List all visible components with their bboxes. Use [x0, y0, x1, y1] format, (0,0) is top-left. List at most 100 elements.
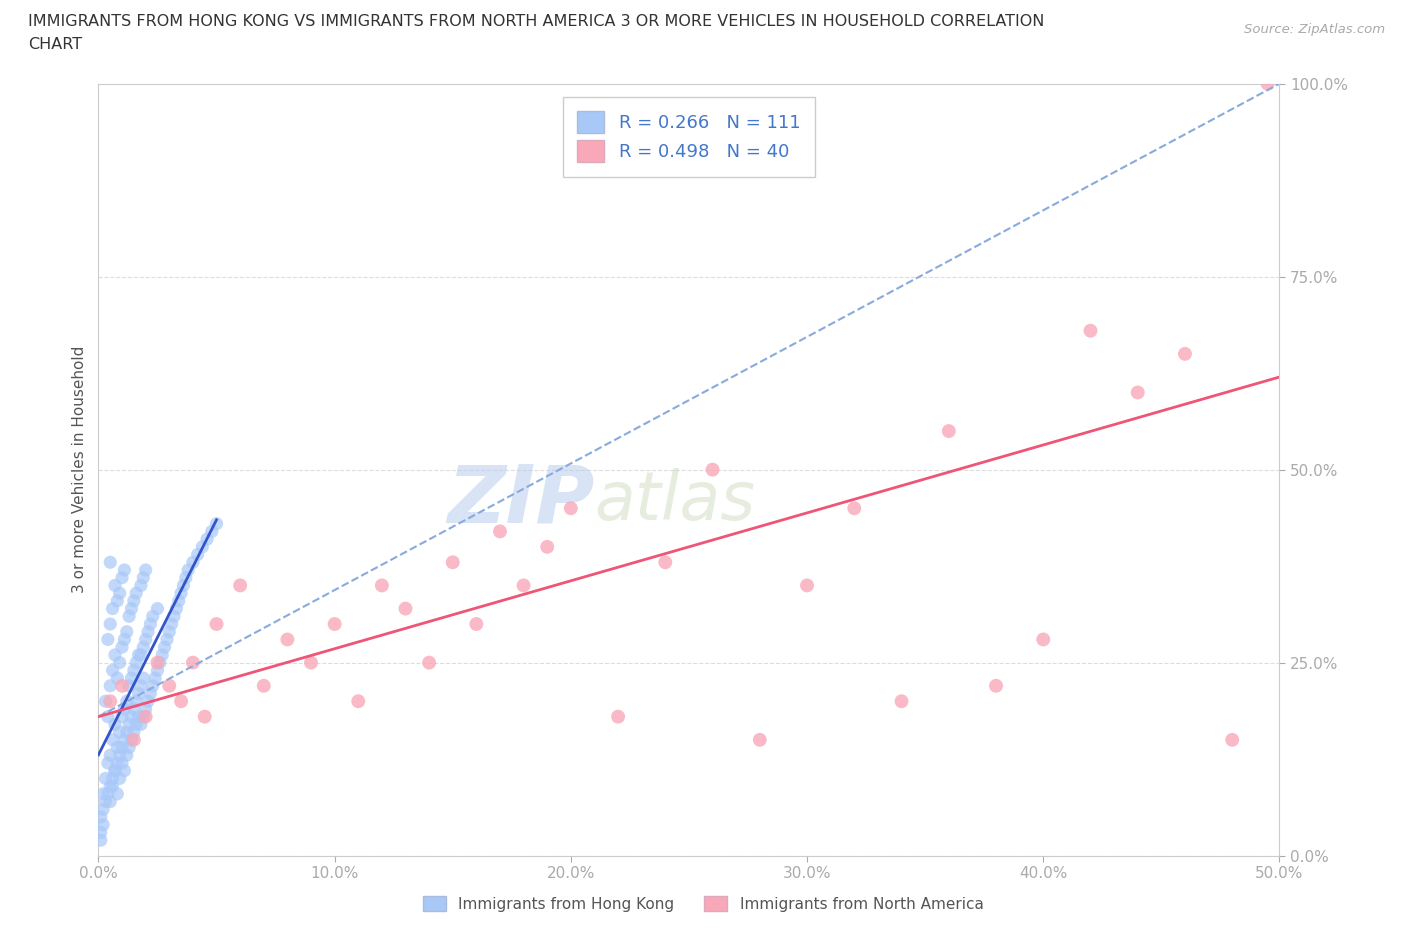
- Point: [1080, 324, 1102, 339]
- Point: [98, 555, 121, 570]
- Point: [170, 586, 193, 601]
- Point: [205, 617, 228, 631]
- Point: [938, 424, 960, 439]
- Point: [101, 771, 124, 786]
- Point: [191, 539, 214, 554]
- Point: [149, 656, 172, 671]
- Point: [104, 647, 127, 662]
- Point: [112, 632, 135, 647]
- Point: [163, 609, 186, 624]
- Point: [135, 710, 157, 724]
- Point: [167, 593, 190, 608]
- Point: [844, 500, 866, 515]
- Point: [98, 678, 121, 693]
- Point: [122, 733, 145, 748]
- Point: [371, 578, 394, 593]
- Point: [125, 656, 148, 671]
- Point: [112, 733, 135, 748]
- Point: [135, 563, 157, 578]
- Point: [98, 748, 121, 763]
- Point: [108, 656, 131, 671]
- Point: [101, 663, 124, 678]
- Point: [181, 555, 204, 570]
- Point: [105, 593, 128, 608]
- Point: [104, 764, 127, 778]
- Point: [118, 740, 141, 755]
- Point: [181, 656, 204, 671]
- Point: [128, 710, 150, 724]
- Point: [111, 740, 134, 755]
- Point: [796, 578, 818, 593]
- Point: [441, 555, 464, 570]
- Point: [984, 678, 1007, 693]
- Text: Source: ZipAtlas.com: Source: ZipAtlas.com: [1244, 23, 1385, 36]
- Point: [165, 601, 187, 616]
- Point: [101, 601, 124, 616]
- Point: [108, 748, 131, 763]
- Point: [153, 640, 176, 655]
- Point: [347, 694, 370, 709]
- Point: [94, 694, 117, 709]
- Point: [104, 717, 127, 732]
- Y-axis label: 3 or more Vehicles in Household: 3 or more Vehicles in Household: [72, 346, 87, 593]
- Point: [1126, 385, 1149, 400]
- Point: [512, 578, 534, 593]
- Point: [177, 563, 200, 578]
- Point: [489, 524, 512, 538]
- Point: [1257, 76, 1279, 91]
- Point: [187, 547, 209, 562]
- Point: [136, 694, 159, 709]
- Point: [94, 771, 117, 786]
- Point: [121, 671, 143, 685]
- Point: [143, 671, 166, 685]
- Point: [125, 694, 148, 709]
- Point: [174, 570, 197, 585]
- Text: IMMIGRANTS FROM HONG KONG VS IMMIGRANTS FROM NORTH AMERICA 3 OR MORE VEHICLES IN: IMMIGRANTS FROM HONG KONG VS IMMIGRANTS …: [28, 14, 1045, 29]
- Legend: Immigrants from Hong Kong, Immigrants from North America: Immigrants from Hong Kong, Immigrants fr…: [416, 889, 990, 918]
- Point: [142, 609, 165, 624]
- Point: [205, 516, 228, 531]
- Point: [146, 601, 169, 616]
- Point: [122, 724, 145, 739]
- Point: [702, 462, 724, 477]
- Point: [121, 710, 143, 724]
- Point: [136, 624, 159, 639]
- Point: [160, 617, 183, 631]
- Point: [323, 617, 346, 631]
- Point: [108, 771, 131, 786]
- Point: [139, 617, 162, 631]
- Point: [129, 678, 152, 693]
- Point: [122, 593, 145, 608]
- Point: [146, 656, 169, 671]
- Point: [118, 609, 141, 624]
- Point: [128, 647, 150, 662]
- Point: [418, 656, 440, 671]
- Point: [97, 787, 120, 802]
- Point: [91, 787, 114, 802]
- Point: [536, 539, 558, 554]
- Point: [132, 710, 155, 724]
- Point: [98, 778, 121, 793]
- Point: [111, 640, 134, 655]
- Point: [104, 578, 127, 593]
- Point: [253, 678, 276, 693]
- Point: [94, 794, 117, 809]
- Point: [112, 701, 135, 716]
- Text: atlas: atlas: [595, 468, 755, 534]
- Point: [115, 624, 138, 639]
- Point: [111, 710, 134, 724]
- Point: [115, 748, 138, 763]
- Point: [132, 570, 155, 585]
- Point: [101, 733, 124, 748]
- Point: [129, 578, 152, 593]
- Point: [105, 740, 128, 755]
- Point: [156, 632, 179, 647]
- Point: [139, 686, 162, 701]
- Point: [465, 617, 488, 631]
- Point: [201, 524, 224, 538]
- Point: [748, 733, 770, 748]
- Point: [1032, 632, 1054, 647]
- Point: [118, 717, 141, 732]
- Point: [90, 809, 112, 825]
- Point: [90, 832, 112, 847]
